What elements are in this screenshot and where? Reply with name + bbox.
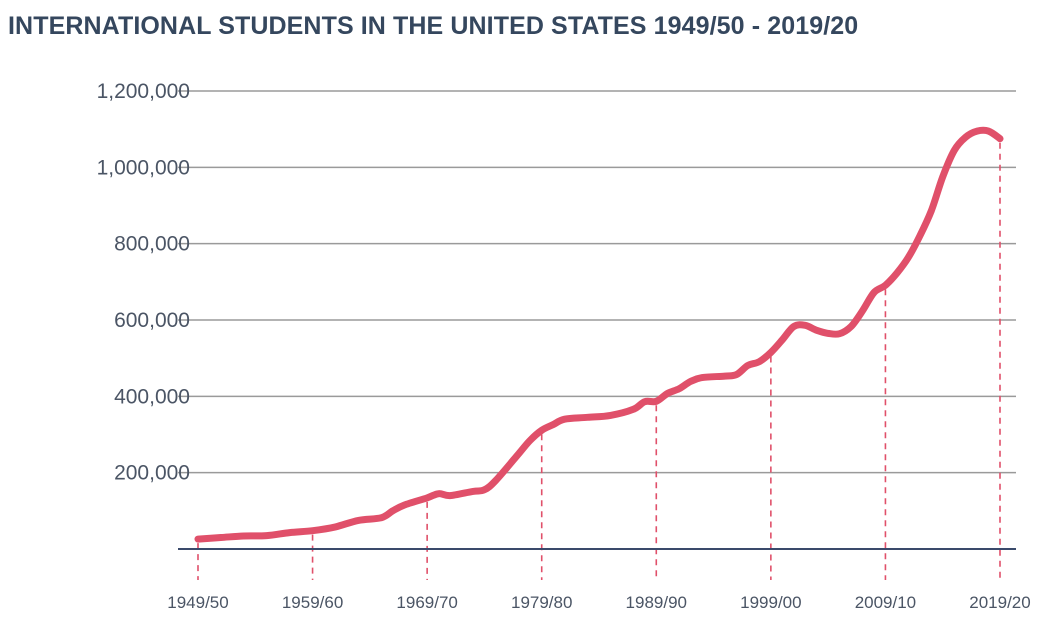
x-tick-label: 2009/10 <box>855 593 916 612</box>
x-tick-label: 1959/60 <box>282 593 343 612</box>
x-tick-label: 1999/00 <box>740 593 801 612</box>
x-guide-lines <box>197 142 1001 580</box>
grid-lines <box>178 90 1016 474</box>
y-axis-labels: 200,000 400,000 600,000 800,000 1,000,000 1,2… <box>97 80 190 485</box>
y-tick-label: 1,200,000 <box>97 80 190 103</box>
x-axis-labels: 1949/50 1959/60 1969/70 1979/80 1989/90 1999/… <box>167 593 1030 612</box>
series-line <box>194 126 1004 543</box>
x-tick-label: 1949/50 <box>167 593 228 612</box>
y-tick-label: 600,000 <box>114 309 190 332</box>
x-tick-label: 1989/90 <box>626 593 687 612</box>
y-tick-label: 400,000 <box>114 385 190 408</box>
x-tick-label: 1979/80 <box>511 593 572 612</box>
y-tick-label: 800,000 <box>114 233 190 256</box>
x-tick-label: 2019/20 <box>969 593 1030 612</box>
y-tick-label: 1,000,000 <box>97 156 190 179</box>
y-tick-label: 200,000 <box>114 462 190 485</box>
chart-title: INTERNATIONAL STUDENTS IN THE UNITED STA… <box>8 12 859 40</box>
x-tick-label: 1969/70 <box>396 593 457 612</box>
